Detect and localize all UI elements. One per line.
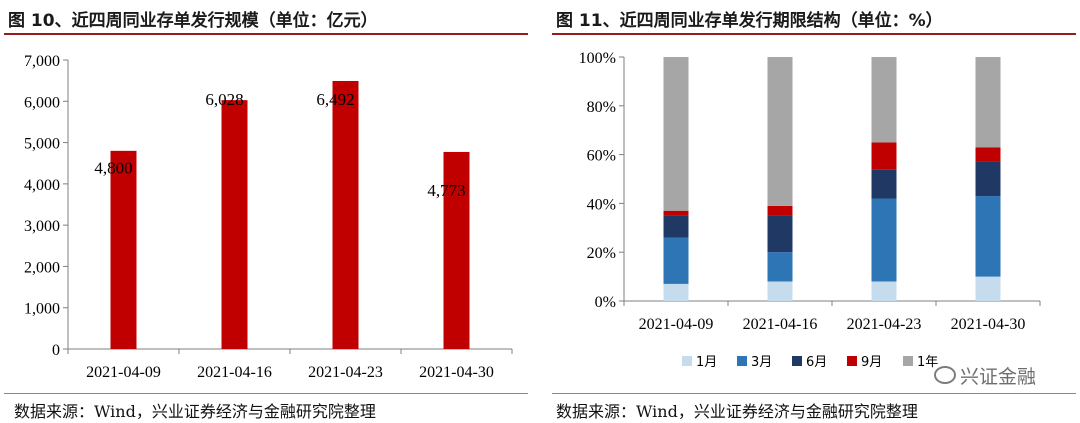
data-label: 4,773 xyxy=(427,181,465,200)
source-rule-right xyxy=(552,393,1076,394)
legend-swatch xyxy=(682,356,692,366)
source-note-left: 数据来源：Wind，兴业证券经济与金融研究院整理 xyxy=(14,402,376,421)
bar xyxy=(110,150,137,349)
x-tick-label: 2021-04-30 xyxy=(419,364,494,381)
x-tick-label: 2021-04-30 xyxy=(951,316,1026,333)
data-label: 4,800 xyxy=(94,158,132,177)
x-tick-label: 2021-04-23 xyxy=(308,364,383,381)
legend-label: 3月 xyxy=(751,355,772,370)
bar-segment xyxy=(975,161,1001,197)
y-tick-label: 3,000 xyxy=(24,218,60,235)
bar-segment xyxy=(767,57,793,206)
y-tick-label: 20% xyxy=(587,245,616,262)
bar xyxy=(221,100,248,349)
bar-segment xyxy=(767,252,793,282)
bar-segment xyxy=(871,281,897,301)
wechat-icon xyxy=(934,366,956,384)
y-tick-label: 80% xyxy=(587,99,616,116)
x-tick-label: 2021-04-16 xyxy=(197,364,272,381)
source-rule-left xyxy=(4,393,528,394)
bar-segment xyxy=(663,57,689,211)
maturity-structure-chart: 0% 20% 40% 60% 80% 100% 2021-04-09 2021-04-16 20… xyxy=(579,50,1041,370)
title-rule-left xyxy=(4,33,528,35)
y-tick-label: 6,000 xyxy=(24,94,60,111)
bar-segment xyxy=(767,215,793,253)
bar-segment xyxy=(975,196,1001,277)
legend-swatch xyxy=(737,356,747,366)
legend-swatch xyxy=(847,356,857,366)
x-tick-label: 2021-04-16 xyxy=(743,316,818,333)
bar-segment xyxy=(871,198,897,282)
bar-segment xyxy=(663,237,689,284)
x-tick-label: 2021-04-23 xyxy=(847,316,922,333)
legend-label: 1年 xyxy=(917,355,938,370)
legend-label: 1月 xyxy=(696,355,717,370)
bar-segment xyxy=(663,215,689,238)
bar-segment xyxy=(871,57,897,143)
bar-segment xyxy=(871,142,897,170)
bar-segment xyxy=(975,276,1001,301)
x-tick-label: 2021-04-09 xyxy=(639,316,714,333)
y-tick-label: 100% xyxy=(579,50,616,67)
y-tick-label: 0% xyxy=(595,294,616,311)
legend-swatch xyxy=(792,356,802,366)
y-tick-label: 1,000 xyxy=(24,301,60,318)
bar xyxy=(443,151,470,349)
y-tick-label: 2,000 xyxy=(24,259,60,276)
data-label: 6,028 xyxy=(205,90,243,109)
data-label: 6,492 xyxy=(316,90,354,109)
chart-title-right: 图 11、近四周同业存单发行期限结构（单位：%） xyxy=(556,11,943,31)
y-tick-label: 40% xyxy=(587,196,616,213)
legend-swatch xyxy=(903,356,913,366)
y-tick-label: 4,000 xyxy=(24,177,60,194)
bar-segment xyxy=(767,205,793,216)
y-tick-label: 60% xyxy=(587,148,616,165)
watermark: 兴证金融 xyxy=(934,362,1036,389)
y-tick-label: 5,000 xyxy=(24,136,60,153)
bar-segment xyxy=(663,210,689,216)
watermark-text: 兴证金融 xyxy=(960,366,1037,388)
chart-title-left: 图 10、近四周同业存单发行规模（单位：亿元） xyxy=(8,11,378,31)
issuance-volume-chart: 0 1,000 2,000 3,000 4,000 5,000 6,000 7,000 2021… xyxy=(24,53,513,381)
y-tick-label: 7,000 xyxy=(24,53,60,70)
source-note-right: 数据来源：Wind，兴业证券经济与金融研究院整理 xyxy=(556,402,918,421)
bar-segment xyxy=(975,57,1001,148)
bar-segment xyxy=(767,281,793,301)
bar-segment xyxy=(663,283,689,301)
bar xyxy=(332,80,359,349)
bar-segment xyxy=(871,169,897,199)
x-tick-label: 2021-04-09 xyxy=(86,364,161,381)
y-tick-label: 0 xyxy=(52,342,60,359)
legend-label: 9月 xyxy=(861,355,882,370)
legend-label: 6月 xyxy=(806,355,827,370)
bar-segment xyxy=(975,147,1001,162)
title-rule-right xyxy=(552,33,1076,35)
